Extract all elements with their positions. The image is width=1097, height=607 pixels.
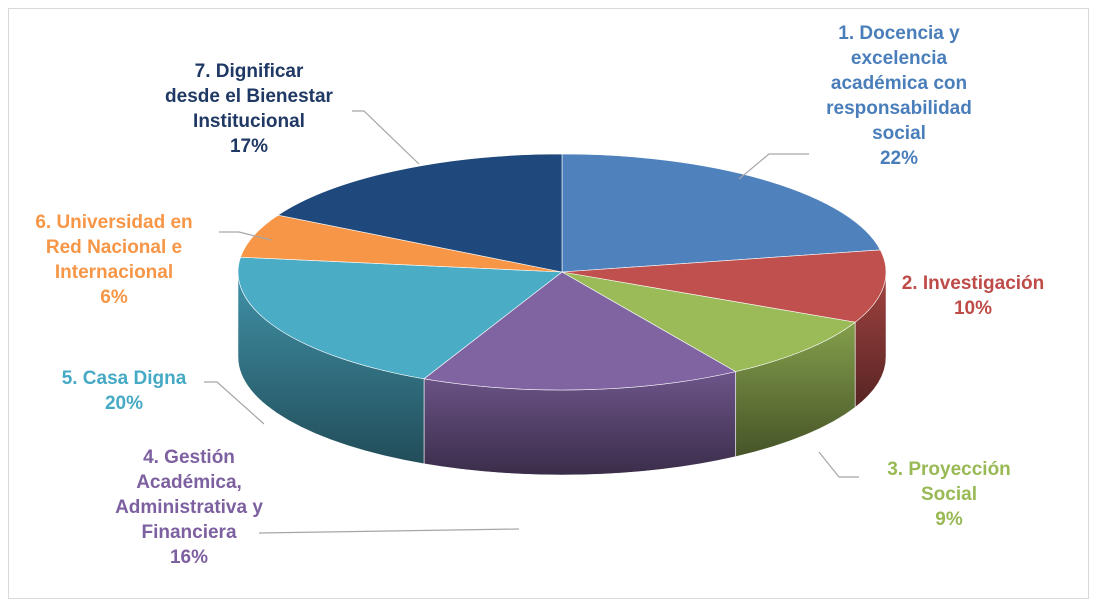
leader-line-5 xyxy=(204,381,265,425)
leader-line-6 xyxy=(219,231,272,241)
slice-value-6: 6% xyxy=(100,287,128,308)
pie-slice-4 xyxy=(423,271,737,391)
slice-label-2: 2. Investigación 10% xyxy=(873,271,1073,321)
pie-slice-7 xyxy=(277,153,563,273)
pie-slice-1 xyxy=(561,153,881,273)
slice-label-5: 5. Casa Digna 20% xyxy=(39,366,209,416)
slice-value-1: 22% xyxy=(879,148,919,169)
slice-label-7: 7. Dignificar desde el Bienestar Institu… xyxy=(149,59,349,159)
pie-slice-5 xyxy=(237,256,563,380)
pie-chart xyxy=(204,110,887,534)
slice-label-6: 6. Universidad en Red Nacional e Interna… xyxy=(9,210,219,310)
slice-label-4: 4. Gestión Académica, Administrativa y F… xyxy=(89,445,289,570)
slice-label-3: 3. Proyección Social 9% xyxy=(849,457,1049,532)
slice-value-3: 9% xyxy=(935,509,963,530)
leader-line-3 xyxy=(818,451,859,478)
slice-label-1: 1. Docencia y excelencia académica con r… xyxy=(769,21,1029,171)
pie-slice-3 xyxy=(561,271,856,372)
leader-line-7 xyxy=(352,110,420,165)
chart-frame: 1. Docencia y excelencia académica con r… xyxy=(8,8,1089,599)
pie-slice-2 xyxy=(561,249,887,323)
leader-line-1 xyxy=(738,153,809,180)
slice-value-4: 16% xyxy=(169,547,209,568)
slice-value-7: 17% xyxy=(229,136,269,157)
slice-value-5: 20% xyxy=(104,393,144,414)
slice-value-2: 10% xyxy=(953,298,993,319)
leader-line-4 xyxy=(258,528,520,534)
